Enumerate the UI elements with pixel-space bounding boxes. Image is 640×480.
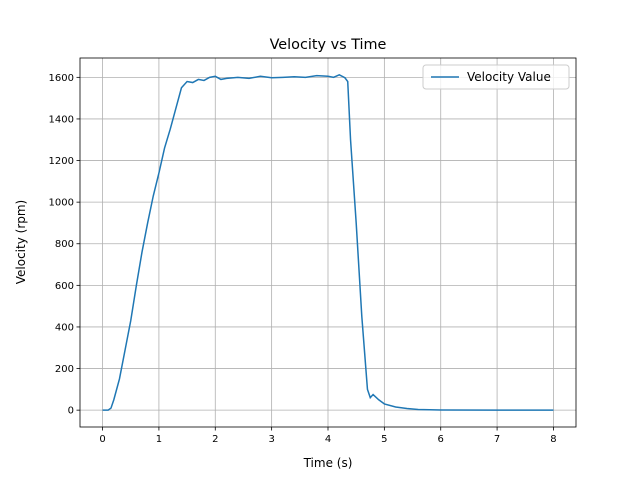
x-tick-label: 1 — [156, 434, 162, 445]
data-line — [102, 74, 554, 411]
y-tick-label: 800 — [55, 239, 74, 250]
legend-box — [422, 64, 570, 90]
y-axis-label: Velocity (rpm) — [14, 200, 28, 285]
x-tick-label: 4 — [325, 434, 331, 445]
legend-label: Velocity Value — [467, 70, 551, 84]
x-tick-label: 2 — [212, 434, 218, 445]
x-axis-label: Time (s) — [303, 456, 353, 470]
y-tick-label: 400 — [55, 322, 74, 333]
y-tick-label: 1000 — [49, 198, 74, 209]
x-tick-label: 0 — [99, 434, 105, 445]
y-tick-label: 200 — [55, 364, 74, 375]
y-tick-label: 0 — [68, 406, 74, 417]
x-tick-label: 5 — [381, 434, 387, 445]
y-tick-label: 1200 — [49, 156, 74, 167]
x-tick-label: 3 — [268, 434, 274, 445]
y-tick-label: 1600 — [49, 73, 74, 84]
y-tick-label: 600 — [55, 281, 74, 292]
x-tick-label: 7 — [494, 434, 500, 445]
x-tick-label: 8 — [550, 434, 556, 445]
chart-title: Velocity vs Time — [270, 37, 387, 53]
x-tick-label: 6 — [438, 434, 444, 445]
y-tick-label: 1400 — [49, 114, 74, 125]
plot-frame — [79, 57, 577, 428]
